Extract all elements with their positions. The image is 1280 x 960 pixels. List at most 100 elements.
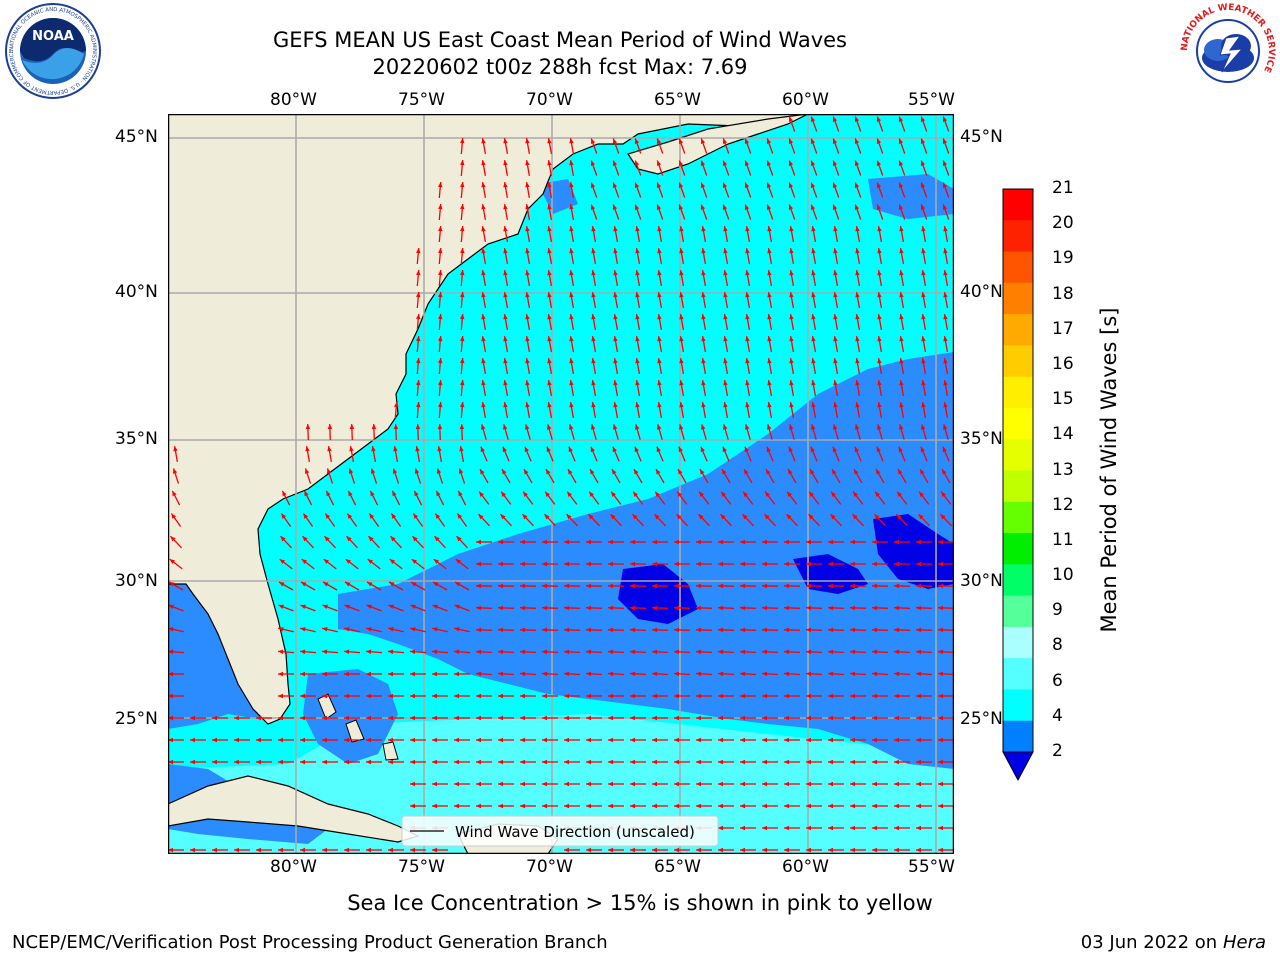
wind-wave-arrowhead bbox=[789, 424, 794, 430]
wind-wave-arrowhead bbox=[367, 559, 373, 564]
wind-wave-arrowhead bbox=[370, 490, 375, 497]
lat-label-left-35n: 35°N bbox=[115, 429, 158, 449]
wind-wave-arrowhead bbox=[745, 226, 750, 232]
wind-wave-arrowhead bbox=[652, 649, 658, 655]
wind-wave-arrowhead bbox=[789, 380, 794, 386]
wind-wave-arrowhead bbox=[635, 424, 640, 430]
wind-wave-arrowhead bbox=[344, 649, 350, 654]
lat-label-right-45n: 45°N bbox=[960, 127, 1003, 147]
wind-wave-arrowhead bbox=[720, 514, 726, 520]
wind-wave-arrowhead bbox=[630, 649, 636, 655]
wind-wave-arrowhead bbox=[234, 737, 239, 743]
sea-ice-note: Sea Ice Concentration > 15% is shown in … bbox=[347, 891, 933, 915]
wind-wave-arrowhead bbox=[743, 491, 748, 497]
wind-wave-arrowhead bbox=[832, 138, 838, 144]
wind-wave-arrowhead bbox=[894, 847, 899, 853]
wind-wave-arrowhead bbox=[855, 336, 860, 342]
wind-wave-arrowhead bbox=[300, 715, 305, 721]
wind-wave-arrowhead bbox=[569, 336, 574, 342]
wind-wave-arrowhead bbox=[657, 270, 662, 276]
noaa-logo-icon: NOAA NATIONAL OCEANIC AND ATMOSPHERIC AD… bbox=[4, 2, 102, 104]
wind-wave-arrowhead bbox=[278, 604, 284, 609]
wind-wave-arrowhead bbox=[611, 491, 616, 497]
wind-wave-arrowhead bbox=[762, 737, 767, 743]
graticule bbox=[168, 114, 954, 854]
wind-wave-arrowhead bbox=[612, 446, 617, 453]
wind-wave-arrowhead bbox=[740, 627, 746, 633]
wind-wave-arrowhead bbox=[876, 116, 882, 122]
wind-wave-arrowhead bbox=[898, 204, 904, 210]
wind-wave-arrowhead bbox=[432, 627, 438, 632]
wind-wave-arrowhead bbox=[806, 715, 811, 721]
wind-wave-arrowhead bbox=[811, 402, 816, 408]
wind-wave-arrowhead bbox=[635, 270, 640, 276]
wind-wave-arrowhead bbox=[854, 469, 859, 475]
wind-wave-arrowhead bbox=[656, 204, 662, 210]
wind-wave-arrowhead bbox=[877, 270, 882, 276]
wind-wave-arrowhead bbox=[476, 627, 482, 633]
wind-wave-arrowhead bbox=[894, 671, 900, 677]
wind-wave-arrowhead bbox=[806, 671, 812, 677]
wind-wave-arrowhead bbox=[789, 270, 794, 276]
wind-wave-arrowhead bbox=[416, 358, 421, 364]
colorbar-tick-label: 9 bbox=[1052, 600, 1063, 621]
wind-wave-arrowhead bbox=[410, 759, 415, 765]
wind-wave-arrowhead bbox=[722, 160, 728, 166]
wind-wave-arrowhead bbox=[460, 226, 465, 232]
wind-wave-arrowhead bbox=[809, 491, 814, 497]
wind-wave-arrowhead bbox=[460, 248, 465, 254]
wind-wave-arrowhead bbox=[718, 671, 724, 677]
wind-wave-arrowhead bbox=[872, 803, 877, 809]
wind-wave-arrowhead bbox=[833, 248, 838, 254]
wind-wave-arrowhead bbox=[784, 693, 789, 699]
wind-wave-arrowhead bbox=[877, 336, 882, 342]
wind-wave-arrowhead bbox=[784, 561, 789, 567]
wind-wave-arrowhead bbox=[590, 204, 596, 210]
wind-wave-arrowhead bbox=[828, 825, 833, 831]
wind-wave-arrowhead bbox=[830, 514, 836, 520]
wind-wave-arrowhead bbox=[916, 605, 922, 611]
wind-wave-arrowhead bbox=[608, 803, 613, 809]
wind-wave-arrowhead bbox=[898, 469, 903, 475]
wind-wave-arrowhead bbox=[896, 514, 902, 520]
wind-wave-arrowhead bbox=[657, 314, 662, 320]
wind-wave-arrowhead bbox=[657, 248, 662, 254]
wind-wave-arrowhead bbox=[388, 715, 393, 721]
wind-wave-arrowhead bbox=[872, 737, 877, 743]
wind-wave-arrowhead bbox=[916, 781, 921, 787]
wind-wave-arrowhead bbox=[366, 627, 372, 632]
wind-wave-arrowhead bbox=[416, 292, 421, 298]
wind-wave-arrowhead bbox=[410, 781, 415, 787]
wind-wave-arrowhead bbox=[591, 358, 596, 364]
wind-wave-arrowhead bbox=[590, 138, 596, 144]
wind-wave-arrowhead bbox=[327, 424, 333, 430]
wind-wave-arrowhead bbox=[630, 781, 635, 787]
wind-wave-arrowhead bbox=[498, 605, 504, 611]
wind-wave-arrowhead bbox=[745, 358, 750, 364]
wind-wave-arrowhead bbox=[784, 649, 790, 655]
colorbar bbox=[1002, 188, 1034, 782]
wind-wave-arrowhead bbox=[833, 336, 838, 342]
wind-wave-arrowhead bbox=[630, 803, 635, 809]
wind-wave-arrowhead bbox=[874, 514, 880, 520]
wind-wave-arrowhead bbox=[872, 605, 878, 611]
wind-wave-arrowhead bbox=[569, 402, 574, 408]
wind-wave-arrowhead bbox=[740, 671, 746, 677]
wind-wave-arrowhead bbox=[762, 847, 767, 853]
wind-wave-arrowhead bbox=[256, 737, 261, 743]
wind-wave-arrowhead bbox=[634, 182, 640, 188]
lon-label-bottom-65w: 65°W bbox=[654, 857, 701, 877]
wind-wave-arrowhead bbox=[916, 649, 922, 655]
wind-wave-arrowhead bbox=[171, 513, 177, 519]
wind-wave-arrowhead bbox=[634, 138, 640, 144]
wind-wave-arrowhead bbox=[460, 380, 465, 386]
wind-wave-arrowhead bbox=[762, 803, 767, 809]
wind-wave-arrowhead bbox=[855, 424, 860, 430]
wind-wave-arrowhead bbox=[564, 627, 570, 633]
wind-wave-arrowhead bbox=[481, 358, 486, 364]
wind-wave-arrowhead bbox=[921, 248, 926, 254]
wind-wave-arrowhead bbox=[701, 314, 706, 320]
wind-wave-arrowhead bbox=[433, 582, 439, 587]
wind-wave-arrowhead bbox=[806, 781, 811, 787]
wind-wave-arrowhead bbox=[850, 759, 855, 765]
